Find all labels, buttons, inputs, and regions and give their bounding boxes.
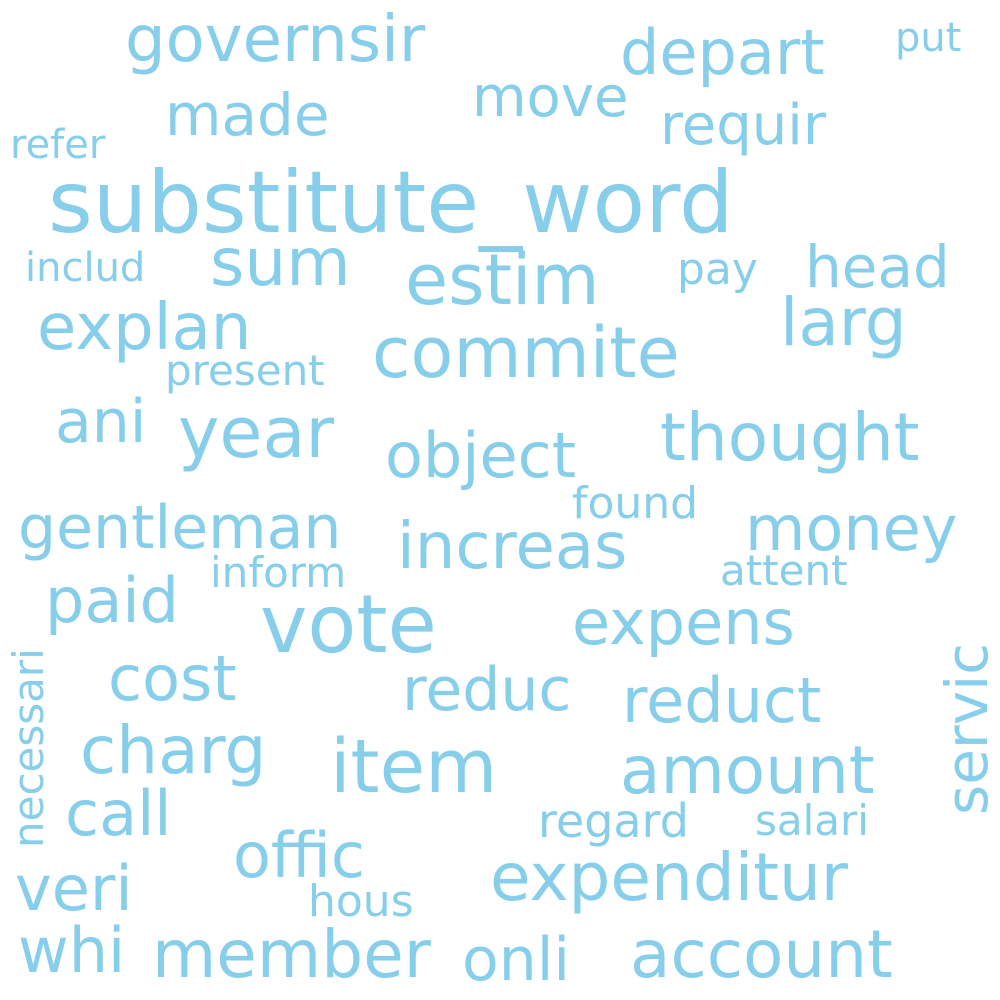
word-governsir: governsir (125, 3, 426, 77)
word-money: money (745, 492, 958, 565)
word-larg: larg (780, 284, 907, 361)
word-attent: attent (720, 546, 848, 595)
word-depart: depart (620, 16, 825, 89)
word-reduc: reduc (402, 655, 572, 725)
word-veri: veri (15, 852, 133, 925)
word-increas: increas (397, 510, 628, 584)
word-necessari: necessari (4, 648, 53, 848)
word-year: year (178, 392, 335, 474)
word-substitute-word: substitute_word (48, 153, 734, 253)
word-expenditur: expenditur (490, 839, 848, 916)
word-explan: explan (37, 291, 252, 365)
word-ani: ani (55, 387, 147, 457)
word-reduct: reduct (622, 664, 822, 737)
word-includ: includ (25, 245, 146, 291)
word-call: call (65, 777, 172, 850)
word-gentleman: gentleman (18, 493, 342, 563)
word-regard: regard (538, 794, 689, 848)
word-head: head (805, 233, 950, 301)
word-refer: refer (10, 122, 106, 168)
word-expens: expens (572, 586, 795, 659)
word-cost: cost (108, 642, 237, 715)
word-item: item (330, 724, 498, 810)
word-requir: requir (660, 93, 826, 158)
word-object: object (385, 419, 577, 492)
word-offic: offic (233, 819, 365, 892)
word-vote: vote (260, 578, 437, 671)
word-account: account (630, 916, 893, 993)
word-inform: inform (210, 548, 347, 597)
word-move: move (472, 65, 629, 130)
word-servic: servic (933, 642, 1000, 815)
word-amount: amount (620, 732, 875, 809)
word-charg: charg (80, 712, 267, 789)
word-paid: paid (45, 564, 179, 637)
word-member: member (152, 916, 431, 993)
word-thought: thought (660, 399, 920, 476)
word-onli: onli (462, 925, 571, 995)
word-sum: sum (210, 224, 351, 301)
word-hous: hous (308, 876, 414, 927)
word-put: put (895, 15, 962, 61)
word-pay: pay (677, 244, 758, 295)
word-salari: salari (755, 796, 869, 845)
word-estim: estim (405, 239, 600, 321)
word-committe: commite (372, 312, 680, 394)
word-whi: whi (18, 914, 126, 987)
word-present: present (165, 346, 325, 395)
word-made: made (165, 81, 330, 149)
word-found: found (572, 478, 699, 529)
